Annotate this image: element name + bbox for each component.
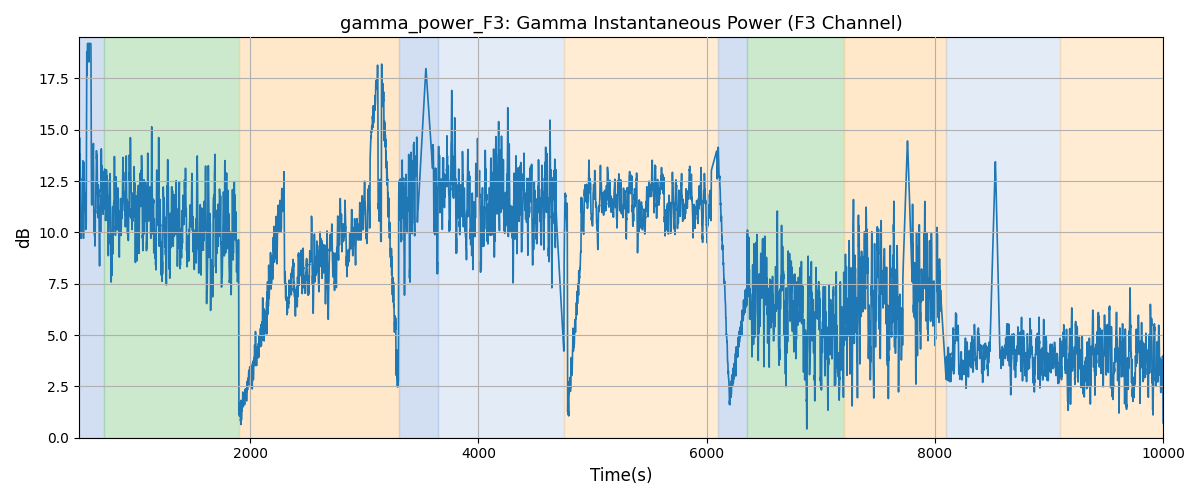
Bar bbox=[746, 38, 844, 438]
Bar bbox=[564, 38, 718, 438]
Bar bbox=[79, 38, 104, 438]
Bar bbox=[398, 38, 438, 438]
Bar bbox=[239, 38, 398, 438]
Bar bbox=[104, 38, 239, 438]
Bar bbox=[718, 38, 746, 438]
Bar bbox=[438, 38, 564, 438]
X-axis label: Time(s): Time(s) bbox=[589, 467, 653, 485]
Bar bbox=[844, 38, 947, 438]
Bar bbox=[1061, 38, 1163, 438]
Y-axis label: dB: dB bbox=[14, 226, 32, 248]
Title: gamma_power_F3: Gamma Instantaneous Power (F3 Channel): gamma_power_F3: Gamma Instantaneous Powe… bbox=[340, 15, 902, 34]
Bar bbox=[947, 38, 1061, 438]
